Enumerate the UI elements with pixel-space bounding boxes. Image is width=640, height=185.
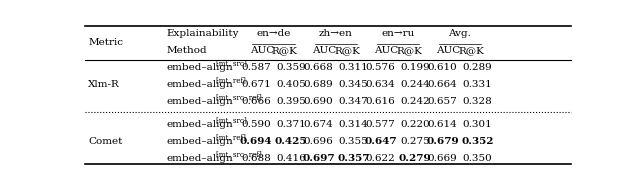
- Text: 0.199: 0.199: [401, 63, 430, 72]
- Text: embed–align: embed–align: [167, 80, 234, 89]
- Text: 0.289: 0.289: [463, 63, 492, 72]
- Text: 0.279: 0.279: [399, 154, 431, 163]
- Text: embed–align: embed–align: [167, 63, 234, 72]
- Text: 0.350: 0.350: [463, 154, 492, 163]
- Text: embed–align: embed–align: [167, 120, 234, 129]
- Text: Avg.: Avg.: [449, 29, 472, 38]
- Text: 0.275: 0.275: [401, 137, 430, 146]
- Text: R@K: R@K: [335, 46, 360, 55]
- Text: 0.616: 0.616: [365, 97, 396, 106]
- Text: R@K: R@K: [272, 46, 298, 55]
- Text: 0.416: 0.416: [276, 154, 306, 163]
- Text: 0.357: 0.357: [337, 154, 369, 163]
- Text: [mt, ref]: [mt, ref]: [216, 76, 246, 84]
- Text: 0.587: 0.587: [241, 63, 271, 72]
- Text: 0.425: 0.425: [275, 137, 307, 146]
- Text: 0.311: 0.311: [339, 63, 368, 72]
- Text: 0.697: 0.697: [302, 154, 335, 163]
- Text: [mt, src; ref]: [mt, src; ref]: [216, 150, 262, 158]
- Text: AUC: AUC: [436, 46, 461, 55]
- Text: 0.647: 0.647: [364, 137, 397, 146]
- Text: R@K: R@K: [458, 46, 484, 55]
- Text: Method: Method: [167, 46, 207, 55]
- Text: 0.355: 0.355: [339, 137, 368, 146]
- Text: 0.696: 0.696: [304, 137, 333, 146]
- Text: Explainability: Explainability: [167, 29, 239, 38]
- Text: 0.331: 0.331: [463, 80, 492, 89]
- Text: 0.690: 0.690: [304, 97, 333, 106]
- Text: 0.689: 0.689: [304, 80, 333, 89]
- Text: zh→en: zh→en: [319, 29, 353, 38]
- Text: 0.657: 0.657: [428, 97, 458, 106]
- Text: 0.669: 0.669: [428, 154, 458, 163]
- Text: 0.345: 0.345: [339, 80, 368, 89]
- Text: 0.668: 0.668: [304, 63, 333, 72]
- Text: 0.371: 0.371: [276, 120, 306, 129]
- Text: 0.679: 0.679: [426, 137, 459, 146]
- Text: 0.301: 0.301: [463, 120, 492, 129]
- Text: 0.664: 0.664: [428, 80, 458, 89]
- Text: 0.576: 0.576: [365, 63, 396, 72]
- Text: 0.577: 0.577: [365, 120, 396, 129]
- Text: R@K: R@K: [396, 46, 422, 55]
- Text: 0.347: 0.347: [339, 97, 368, 106]
- Text: 0.610: 0.610: [428, 63, 458, 72]
- Text: 0.590: 0.590: [241, 120, 271, 129]
- Text: 0.352: 0.352: [461, 137, 493, 146]
- Text: 0.688: 0.688: [241, 154, 271, 163]
- Text: 0.405: 0.405: [276, 80, 306, 89]
- Text: AUC: AUC: [250, 46, 274, 55]
- Text: en→ru: en→ru: [381, 29, 415, 38]
- Text: 0.359: 0.359: [276, 63, 306, 72]
- Text: 0.314: 0.314: [339, 120, 368, 129]
- Text: [mt, src]: [mt, src]: [216, 59, 246, 67]
- Text: AUC: AUC: [374, 46, 399, 55]
- Text: Metric: Metric: [88, 38, 124, 47]
- Text: 0.614: 0.614: [428, 120, 458, 129]
- Text: 0.242: 0.242: [401, 97, 430, 106]
- Text: Xlm-R: Xlm-R: [88, 80, 120, 89]
- Text: en→de: en→de: [256, 29, 291, 38]
- Text: embed–align: embed–align: [167, 97, 234, 106]
- Text: [mt, src]: [mt, src]: [216, 116, 246, 124]
- Text: 0.328: 0.328: [463, 97, 492, 106]
- Text: 0.694: 0.694: [240, 137, 273, 146]
- Text: embed–align: embed–align: [167, 154, 234, 163]
- Text: 0.634: 0.634: [365, 80, 396, 89]
- Text: Comet: Comet: [88, 137, 123, 146]
- Text: [mt, src; ref]: [mt, src; ref]: [216, 93, 262, 101]
- Text: 0.395: 0.395: [276, 97, 306, 106]
- Text: 0.220: 0.220: [401, 120, 430, 129]
- Text: 0.674: 0.674: [304, 120, 333, 129]
- Text: embed–align: embed–align: [167, 137, 234, 146]
- Text: [mt, ref]: [mt, ref]: [216, 133, 246, 141]
- Text: 0.666: 0.666: [241, 97, 271, 106]
- Text: 0.622: 0.622: [365, 154, 396, 163]
- Text: AUC: AUC: [312, 46, 337, 55]
- Text: 0.671: 0.671: [241, 80, 271, 89]
- Text: 0.244: 0.244: [401, 80, 430, 89]
